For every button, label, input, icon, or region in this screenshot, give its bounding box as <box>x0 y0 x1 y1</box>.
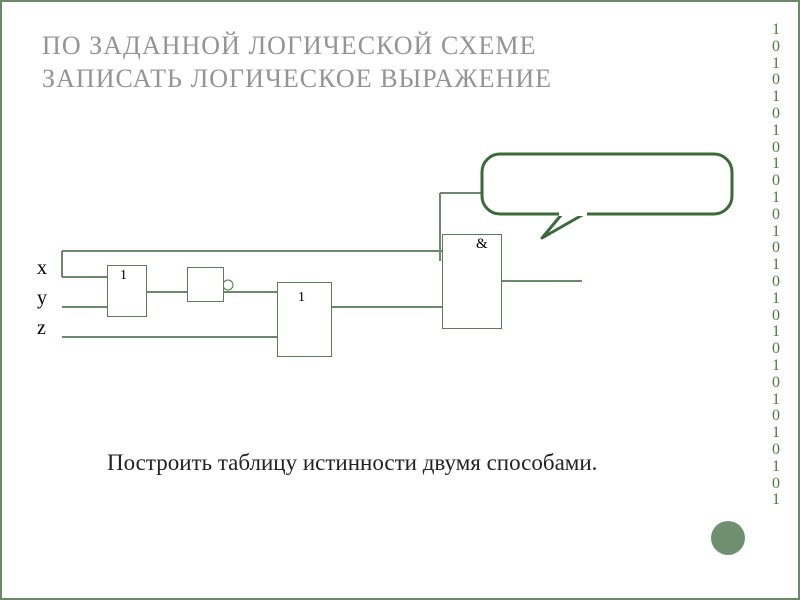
input-label-x: x <box>37 257 47 280</box>
logic-diagram: 1 1 & x y z <box>2 2 800 600</box>
and-gate-label: & <box>476 236 488 253</box>
instruction-text: Построить таблицу истинности двумя спосо… <box>107 447 667 479</box>
input-label-z: z <box>37 317 46 340</box>
and-gate <box>442 234 502 329</box>
or-gate-1 <box>107 265 147 317</box>
or-gate-1-label: 1 <box>120 268 127 284</box>
or-gate-2-label: 1 <box>298 290 305 306</box>
input-label-y: y <box>37 287 47 310</box>
corner-accent-circle <box>711 521 745 555</box>
not-gate <box>187 267 224 302</box>
slide-frame: ПО ЗАДАННОЙ ЛОГИЧЕСКОЙ СХЕМЕ ЗАПИСАТЬ ЛО… <box>0 0 800 600</box>
